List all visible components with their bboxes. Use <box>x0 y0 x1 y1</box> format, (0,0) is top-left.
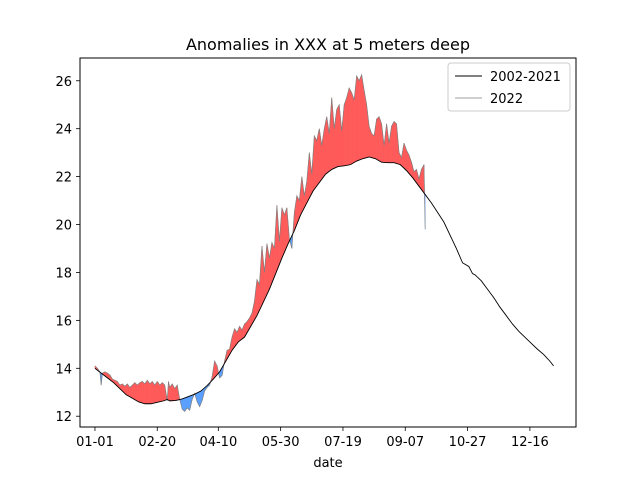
anomaly-above-segment <box>159 382 163 403</box>
anomaly-above-segment <box>371 133 375 159</box>
anomaly-above-segment <box>132 382 136 401</box>
anomaly-above-segment <box>351 92 355 165</box>
x-tick-label: 04-10 <box>199 435 237 450</box>
y-tick-label: 18 <box>55 266 72 281</box>
x-tick-label: 01-01 <box>76 435 114 450</box>
x-tick-label: 09-07 <box>386 435 424 450</box>
anomaly-above-segment <box>344 97 347 167</box>
anomaly-above-segment <box>376 116 380 162</box>
series-lines <box>94 73 554 412</box>
anomaly-above-segment <box>281 207 285 259</box>
anomaly-above-segment <box>314 135 317 190</box>
legend-label: 2002-2021 <box>490 70 561 85</box>
y-tick-label: 22 <box>55 171 72 186</box>
y-tick-label: 24 <box>55 123 72 138</box>
x-tick-label: 05-30 <box>262 435 300 450</box>
x-axis-label: date <box>313 456 342 471</box>
anomaly-above-segment <box>142 380 146 405</box>
y-tick-label: 16 <box>55 314 72 329</box>
y-axis: 12 14 16 18 20 22 24 26 <box>55 75 80 425</box>
chart-title: Anomalies in XXX at 5 meters deep <box>186 35 470 54</box>
anomaly-above-segment <box>391 121 395 163</box>
y-tick-label: 26 <box>55 75 72 90</box>
anomaly-above-segment <box>139 381 143 404</box>
anomaly-above-segment <box>358 74 362 161</box>
anomaly-above-segment <box>346 87 350 166</box>
anomaly-above-segment <box>162 382 165 402</box>
legend-box <box>447 62 571 112</box>
x-tick-label: 12-16 <box>511 435 549 450</box>
x-tick-label: 02-20 <box>138 435 176 450</box>
y-tick-label: 12 <box>55 410 72 425</box>
series-line-2002-2021 <box>94 156 554 405</box>
plot-frame <box>79 57 577 428</box>
anomaly-above-segment <box>356 75 360 162</box>
anomaly-above-segment <box>149 380 153 404</box>
x-axis: 01-01 02-20 04-10 05-30 07-19 09-07 10-27 12-16 <box>76 427 549 450</box>
anomaly-above-segment <box>393 121 397 164</box>
x-tick-label: 07-19 <box>324 435 362 450</box>
series-line-2022 <box>94 73 426 412</box>
x-tick-label: 10-27 <box>449 435 487 450</box>
legend-label: 2022 <box>490 92 523 107</box>
y-tick-label: 20 <box>55 219 72 234</box>
y-tick-label: 14 <box>55 362 72 377</box>
anomaly-above-segment <box>134 382 138 402</box>
anomaly-above-segment <box>348 87 352 166</box>
anomaly-above-segment <box>336 104 340 168</box>
anomaly-above-segment <box>137 382 141 403</box>
legend: 2002-2021 2022 <box>447 62 571 112</box>
